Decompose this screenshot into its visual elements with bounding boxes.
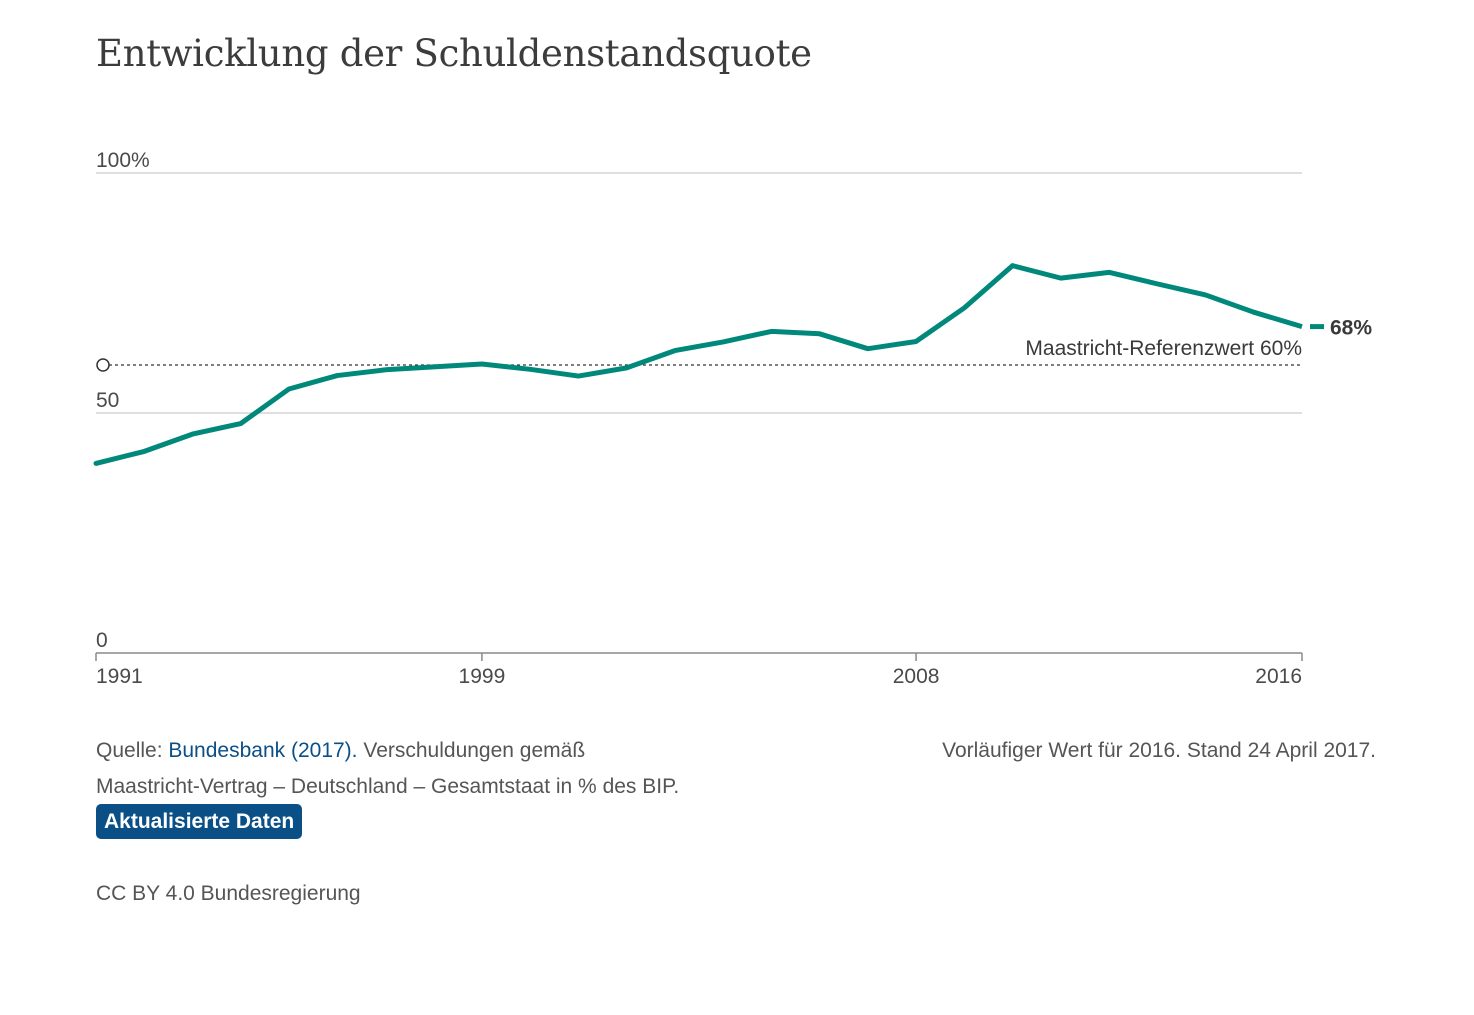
source-text-line2: Maastricht-Vertrag – Deutschland – Gesam… [96,775,680,798]
x-tick-label: 1991 [96,665,143,688]
source-prefix: Quelle: [96,739,169,762]
y-tick-label: 50 [96,389,119,412]
end-value-label: 68% [1330,317,1372,340]
reference-label: Maastricht-Referenzwert 60% [1025,337,1302,360]
line-chart: 100% 50 0 1991 1999 2008 2016 Maastricht-Refere… [93,149,1372,688]
preliminary-segment [1253,309,1303,329]
x-tick-label: 1999 [459,665,506,688]
updated-data-button[interactable]: Aktualisierte Daten [96,804,303,839]
chart-title: Entwicklung der Schuldenstandsquote [96,32,812,75]
source-note: Quelle: Bundesbank (2017). Verschuldunge… [96,733,736,805]
preliminary-note: Vorläufiger Wert für 2016. Stand 24 Apri… [942,739,1376,762]
y-tick-label: 0 [96,629,108,652]
y-tick-label: 100% [96,149,150,172]
license-text: CC BY 4.0 Bundesregierung [96,882,361,905]
source-link[interactable]: Bundesbank (2017). [168,739,358,762]
reference-marker [96,358,110,372]
debt-ratio-line [93,263,1257,466]
x-tick-label: 2008 [893,665,940,688]
x-tick-label: 2016 [1255,665,1302,688]
source-text-line1: Verschuldungen gemäß [357,739,586,762]
